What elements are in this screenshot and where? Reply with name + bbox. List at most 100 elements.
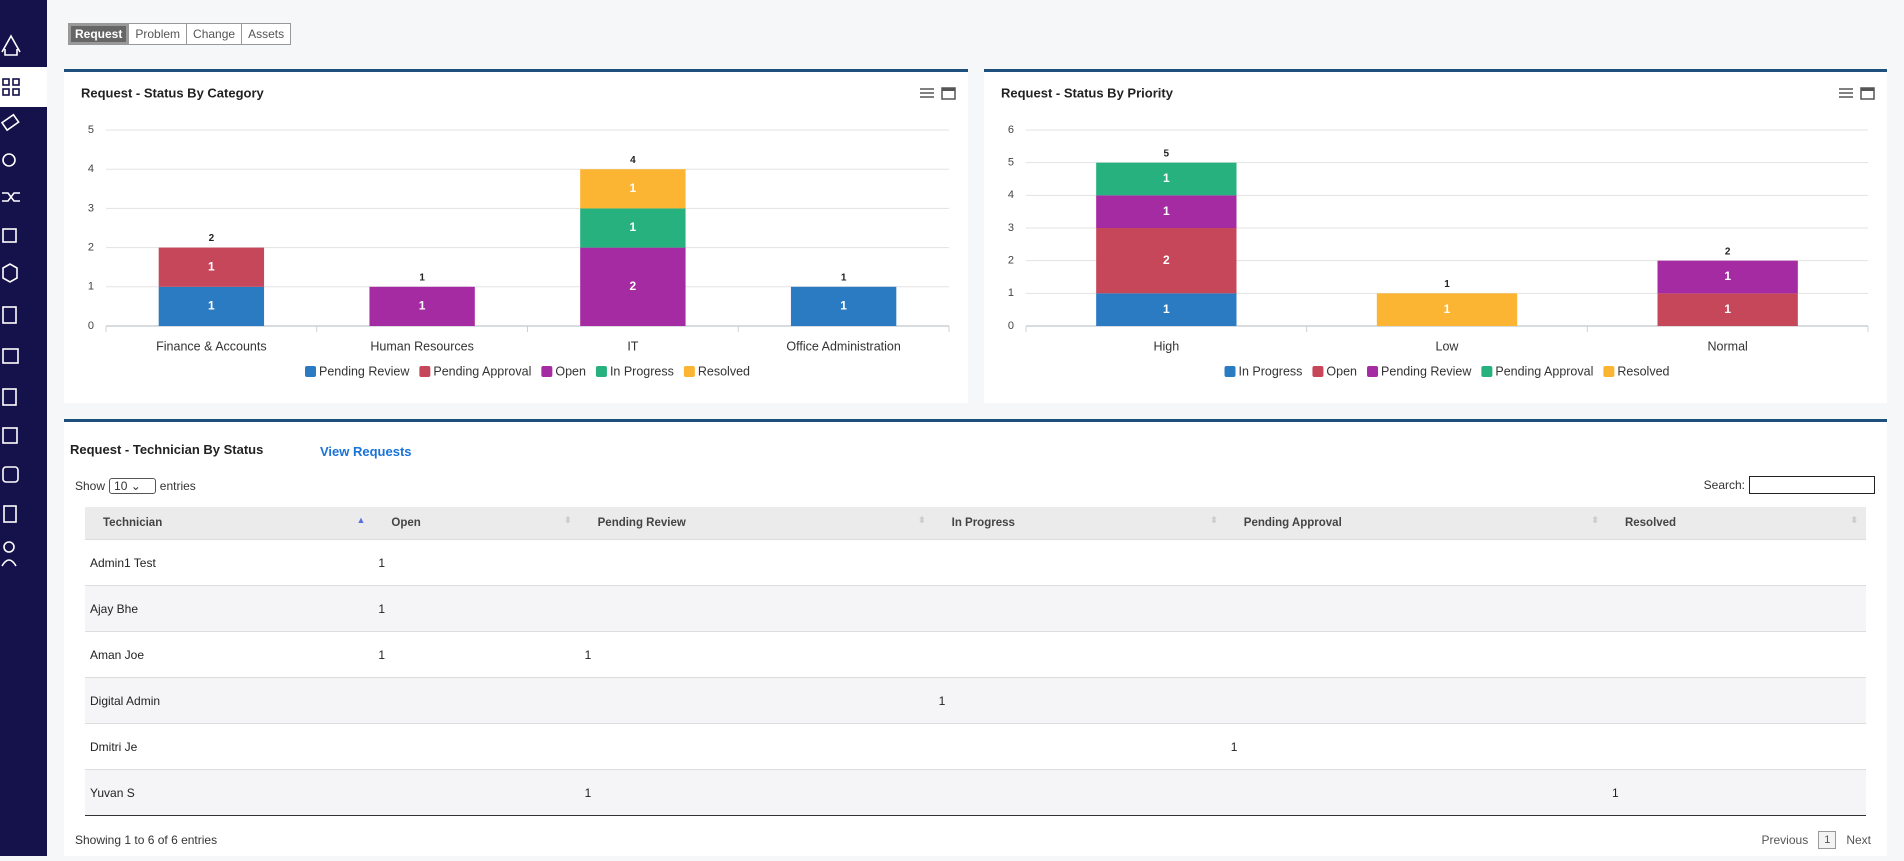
page-button[interactable]: 1 [1818,831,1837,849]
pagination: Previous 1 Next [1761,831,1871,849]
data-label: 1 [1724,269,1731,283]
legend-label: Open [555,364,586,378]
column-header[interactable]: Pending Approval ⬍ [1225,507,1607,540]
y-tick-label: 3 [1008,222,1014,234]
table-cell: 1 [1606,769,1866,816]
column-header[interactable]: Technician ▲ [85,507,374,540]
nav-tasks[interactable] [2,388,17,406]
bar-segment [1657,293,1798,326]
table-cell [933,631,1226,678]
length-select[interactable]: 10 ⌄ [109,478,156,494]
active-nav-bg [0,67,47,107]
tab[interactable]: Problem [129,24,188,44]
sort-icon[interactable]: ⬍ [1210,515,1218,525]
tab[interactable]: Change [187,24,243,44]
table-cell [933,585,1226,632]
nav-admin[interactable] [3,541,15,553]
x-tick-label: Office Administration [786,339,900,353]
data-label: 2 [630,279,637,293]
legend-label: Open [1326,364,1357,378]
y-tick-label: 6 [1008,124,1014,136]
table-row: Ajay Bhe 1 [85,585,1866,632]
nav-reports[interactable] [2,306,17,324]
next[interactable]: Next [1846,833,1871,847]
table-cell [1225,539,1607,586]
sort-icon[interactable]: ⬍ [564,515,572,525]
y-tick-label: 5 [88,124,94,136]
legend: Pending Review Pending Approval Open In Pro… [305,364,750,378]
table-cell: 1 [373,631,580,678]
table-cell: 1 [373,539,580,586]
column-header[interactable]: Open ⬍ [373,507,580,540]
data-label: 1 [840,299,847,313]
search-control: Search: [1704,476,1875,494]
column-label: Pending Approval [1243,517,1342,529]
nav-contracts[interactable] [2,427,18,444]
bar-segment [580,247,686,326]
table-row: Aman Joe 1 1 [85,631,1866,678]
legend: In Progress Open Pending Review Pending App… [1224,364,1670,378]
data-label: 1 [630,181,637,195]
table-cell: 1 [579,631,934,678]
x-tick-label: Finance & Accounts [156,339,266,353]
sort-icon[interactable]: ⬍ [1850,515,1858,525]
nav-cmdb[interactable] [2,263,18,283]
view-requests-link[interactable]: View Requests [320,444,412,459]
y-tick-label: 1 [88,281,94,293]
sort-icon[interactable]: ⬍ [918,515,926,525]
previous[interactable]: Previous [1761,833,1809,847]
legend-label: Pending Approval [433,364,531,378]
column-header[interactable]: Pending Review ⬍ [579,507,934,540]
legend-swatch [595,366,607,377]
nav-changes[interactable] [2,192,20,202]
nav-dashboard[interactable] [2,78,20,96]
column-label: Pending Review [597,517,686,529]
column-header[interactable]: Resolved ⬍ [1606,507,1866,540]
sort-icon[interactable]: ▲ [356,515,366,525]
bar-segment [790,286,897,326]
data-label: 1 [208,259,215,273]
search-input[interactable] [1749,476,1875,494]
column-label: Resolved [1624,517,1677,529]
y-tick-label: 5 [1008,157,1014,169]
table-cell [579,677,934,724]
table-cell [1225,677,1607,724]
column-header[interactable]: In Progress ⬍ [933,507,1226,540]
legend-swatch [1367,366,1379,377]
table-cell [1606,723,1866,770]
table-cell [373,723,580,770]
bar-segment [1376,293,1518,326]
y-tick-label: 0 [1008,320,1014,332]
table-cell: Yuvan S [85,769,374,816]
table-cell [579,585,934,632]
table-info: Showing 1 to 6 of 6 entries [75,833,218,847]
data-label: 1 [1163,204,1170,218]
nav-home[interactable] [1,34,21,56]
chart-panel: Request - Status By Category 0 1 2 3 4 5 Financ… [64,69,968,403]
chart: Request - Status By Category 0 1 2 3 4 5 Financ… [81,85,956,378]
tab[interactable]: Request [69,24,130,44]
y-tick-label: 3 [88,202,94,214]
x-tick-label: Human Resources [370,339,474,353]
nav-assets[interactable] [2,228,17,243]
nav-documents[interactable] [3,505,17,523]
table-cell [933,769,1226,816]
bar-segment [369,286,475,326]
nav-problems[interactable] [2,153,16,167]
nav-admin-body [1,559,17,567]
data-label: 1 [419,299,426,313]
table-cell [933,723,1226,770]
legend-label: In Progress [610,364,674,378]
column-label: Technician [103,517,163,529]
legend-swatch [541,366,553,377]
sort-icon[interactable]: ⬍ [1591,515,1599,525]
data-label: 1 [630,220,637,234]
nav-tickets[interactable] [0,113,20,132]
bar-segment [1096,162,1237,196]
nav-checklist[interactable] [2,466,19,483]
table-row: Admin1 Test 1 [85,539,1866,586]
legend-label: Resolved [698,364,750,378]
tab[interactable]: Assets [242,24,291,44]
nav-calendar[interactable] [2,348,19,364]
